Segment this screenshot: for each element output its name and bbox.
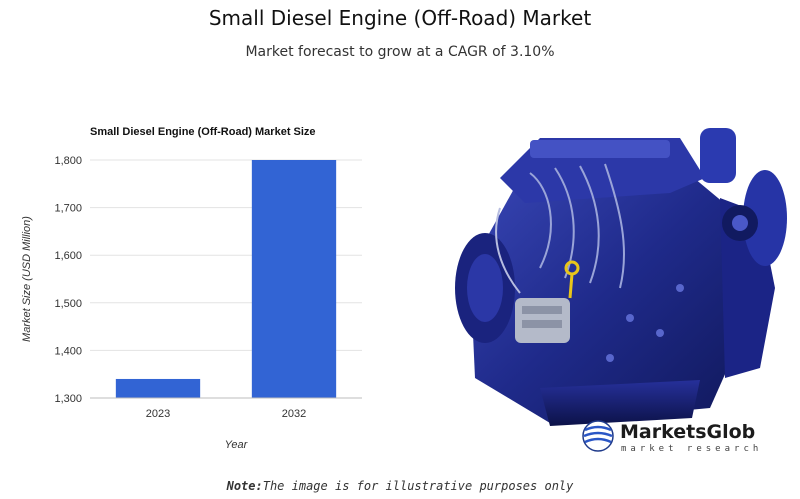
page-subtitle: Market forecast to grow at a CAGR of 3.1…	[245, 44, 555, 60]
illustration-note: Note:The image is for illustrative purpo…	[0, 479, 800, 493]
logo-name: MarketsGlob	[620, 421, 755, 443]
y-tick-label: 1,800	[54, 155, 82, 167]
page-title: Small Diesel Engine (Off-Road) Market	[208, 6, 592, 30]
x-tick-label: 2023	[146, 408, 170, 420]
y-tick-label: 1,700	[54, 203, 82, 215]
x-tick-label: 2032	[282, 408, 306, 420]
y-tick-label: 1,500	[54, 298, 82, 310]
y-tick-label: 1,600	[54, 250, 82, 262]
y-tick-label: 1,300	[54, 393, 82, 405]
y-tick-label: 1,400	[54, 345, 82, 357]
note-text: The image is for illustrative purposes o…	[262, 479, 574, 493]
x-axis-label: Year	[225, 439, 249, 451]
diesel-engine-illustration: MarketsGlob market research	[455, 128, 787, 454]
globe-logo-icon	[582, 420, 614, 452]
chart-bars	[115, 160, 337, 398]
y-axis-ticks: 1,300 1,400 1,500 1,600 1,700 1,800	[54, 155, 82, 405]
note-label: Note:	[226, 479, 263, 493]
logo-tagline: market research	[621, 444, 762, 454]
bar-2032	[251, 160, 337, 398]
y-axis-label: Market Size (USD Million)	[21, 216, 33, 342]
bar-chart: Small Diesel Engine (Off-Road) Market Si…	[21, 126, 362, 451]
chart-title: Small Diesel Engine (Off-Road) Market Si…	[90, 126, 316, 138]
bar-2023	[115, 378, 201, 398]
x-axis-ticks: 2023 2032	[146, 408, 306, 420]
